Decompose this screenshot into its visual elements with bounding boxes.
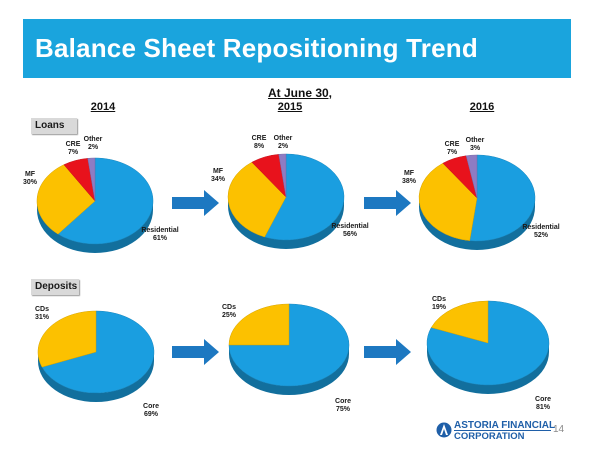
slice-residential [57, 157, 154, 245]
company-logo: ASTORIA FINANCIAL CORPORATION [436, 419, 556, 445]
slice-other [87, 157, 96, 202]
slide-title: Balance Sheet Repositioning Trend [35, 33, 478, 63]
pie-depth [37, 201, 153, 253]
data-label-other: Other 2% [274, 135, 293, 150]
data-label-cre: CRE 8% [252, 135, 267, 150]
logo-name: ASTORIA FINANCIAL [454, 420, 556, 431]
pie-depth [419, 198, 535, 250]
pie-loans-2015: Residential 56% MF 34% CRE 8% Other 2% [211, 135, 369, 249]
trend-arrow-icon [364, 339, 411, 365]
pie-deposits-2015: Core 75% CDs 25% [222, 303, 351, 413]
slice-residential [264, 153, 345, 241]
year-label-2015: 2015 [277, 101, 303, 113]
pie-depth [427, 343, 549, 394]
slice-other [465, 154, 478, 199]
pie-depth [229, 345, 349, 395]
loans-section-label: Loans [31, 118, 77, 134]
title-bar: Balance Sheet Repositioning Trend [23, 19, 571, 78]
pie-loans-2016: Residential 52% MF 38% CRE 7% Other 3% [402, 137, 560, 250]
pie-depth [38, 352, 154, 402]
pie-depth [228, 197, 344, 249]
slice-mf [227, 161, 287, 238]
slice-mf [36, 164, 96, 235]
data-label-residential: Residential 61% [141, 227, 178, 242]
data-label-cds: CDs 19% [432, 296, 447, 311]
data-label-core: Core 69% [143, 403, 159, 418]
page-number: 14 [553, 424, 565, 435]
data-label-cre: CRE 7% [66, 141, 81, 156]
year-label-2016: 2016 [469, 101, 495, 113]
trend-arrow-icon [364, 190, 411, 216]
slice-residential [469, 154, 536, 242]
slice-cds [430, 300, 489, 344]
data-label-mf: MF 30% [23, 171, 38, 186]
data-label-other: Other 2% [84, 136, 103, 151]
data-label-residential: Residential 56% [331, 223, 368, 238]
logo-sub: CORPORATION [454, 431, 525, 442]
slice-cds [228, 303, 290, 346]
data-label-cds: CDs 31% [35, 306, 50, 321]
year-label-2014: 2014 [90, 101, 116, 113]
data-label-core: Core 81% [535, 396, 551, 411]
slice-core [228, 303, 350, 387]
pie-deposits-2016: Core 81% CDs 19% [426, 296, 551, 411]
data-label-cre: CRE 7% [445, 141, 460, 156]
subtitle: At June 30, [267, 86, 333, 100]
trend-arrow-icon [172, 339, 219, 365]
data-label-core: Core 75% [335, 398, 351, 413]
slice-mf [418, 162, 478, 241]
pie-deposits-2014: Core 69% CDs 31% [35, 306, 159, 418]
pie-loans-2014: Residential 61% MF 30% CRE 7%Other 2% [23, 136, 179, 253]
deposits-section-label: Deposits [31, 279, 79, 295]
logo-emblem-icon [436, 422, 452, 438]
data-label-other: Other 3% [466, 137, 485, 152]
logo-rule [454, 430, 551, 431]
data-label-mf: MF 38% [402, 170, 417, 185]
trend-arrow-icon [172, 190, 219, 216]
slice-cds [37, 310, 97, 368]
data-label-mf: MF 34% [211, 168, 226, 183]
slice-other [278, 153, 287, 198]
data-label-residential: Residential 52% [522, 224, 559, 239]
data-label-cds: CDs 25% [222, 304, 237, 319]
slice-core [41, 310, 155, 394]
